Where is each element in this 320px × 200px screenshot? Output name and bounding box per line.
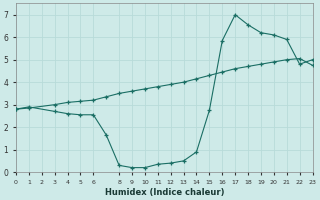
X-axis label: Humidex (Indice chaleur): Humidex (Indice chaleur): [105, 188, 224, 197]
